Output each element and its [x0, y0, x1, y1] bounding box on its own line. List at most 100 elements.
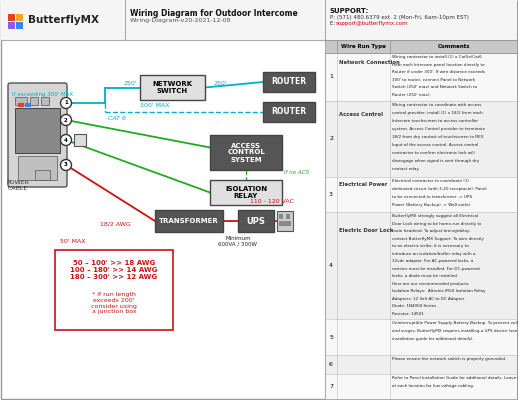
Text: 110 - 120 VAC: 110 - 120 VAC — [250, 199, 294, 204]
Text: 300' MAX: 300' MAX — [140, 103, 169, 108]
Text: 2: 2 — [329, 136, 333, 141]
Bar — [16, 14, 23, 21]
Text: contact ButterflyMX Support. To wire directly: contact ButterflyMX Support. To wire dir… — [392, 237, 484, 241]
Text: Wiring contractor to install (1) x Cat5e/Cat6: Wiring contractor to install (1) x Cat5e… — [392, 55, 482, 59]
Text: disengage when signal is sent through dry: disengage when signal is sent through dr… — [392, 159, 479, 163]
Text: to an electric strike, it is necessary to: to an electric strike, it is necessary t… — [392, 244, 469, 248]
Text: main headend. To adjust timing/delay,: main headend. To adjust timing/delay, — [392, 229, 471, 233]
Text: 7: 7 — [329, 384, 333, 389]
Bar — [277, 211, 293, 231]
Bar — [41, 97, 49, 105]
Circle shape — [61, 160, 71, 170]
Bar — [325, 355, 517, 374]
Text: Switch (250' max) and Network Switch to: Switch (250' max) and Network Switch to — [392, 86, 477, 90]
Text: Router (250' max).: Router (250' max). — [392, 93, 431, 97]
Text: Comments: Comments — [437, 44, 470, 49]
Text: POWER
CABLE: POWER CABLE — [7, 180, 30, 191]
Bar — [18, 156, 57, 180]
Bar — [15, 97, 27, 105]
Circle shape — [61, 98, 71, 108]
Circle shape — [61, 114, 71, 126]
Text: introduce an isolation/buffer relay with a: introduce an isolation/buffer relay with… — [392, 252, 476, 256]
Bar — [25, 103, 31, 107]
Text: locks, a diode must be installed.: locks, a diode must be installed. — [392, 274, 458, 278]
Text: P: (571) 480.6379 ext. 2 (Mon-Fri, 6am-10pm EST): P: (571) 480.6379 ext. 2 (Mon-Fri, 6am-1… — [330, 15, 469, 20]
Text: Here are our recommended products:: Here are our recommended products: — [392, 282, 469, 286]
Text: ButterflyMX strongly suggest all Electrical: ButterflyMX strongly suggest all Electri… — [392, 214, 478, 218]
Text: Wiring contractor to coordinate with access: Wiring contractor to coordinate with acc… — [392, 103, 481, 107]
Text: Refer to Panel Installation Guide for additional details. Leave 6' service loop: Refer to Panel Installation Guide for ad… — [392, 376, 518, 380]
Bar — [325, 101, 517, 177]
Text: from each Intercom panel location directly to: from each Intercom panel location direct… — [392, 63, 485, 67]
Bar — [8, 22, 15, 29]
Text: Wire Run Type: Wire Run Type — [341, 44, 386, 49]
Bar — [263, 72, 315, 92]
Text: 300' to router, connect Panel to Network: 300' to router, connect Panel to Network — [392, 78, 475, 82]
Text: Minimum: Minimum — [225, 236, 251, 241]
Bar — [238, 210, 274, 232]
Text: ROUTER: ROUTER — [271, 78, 307, 86]
Bar — [279, 221, 291, 226]
Bar — [140, 75, 205, 100]
Text: Resistor: 14501: Resistor: 14501 — [392, 312, 424, 316]
Bar — [325, 40, 517, 399]
Bar — [210, 180, 282, 205]
Text: and surges, ButterflyMX requires installing a UPS device (see panel: and surges, ButterflyMX requires install… — [392, 330, 518, 334]
Text: Electrical contractor to coordinate (1): Electrical contractor to coordinate (1) — [392, 179, 469, 183]
Text: ButterflyMX: ButterflyMX — [28, 15, 99, 25]
Text: Power (Battery Backup) -> Wall outlet: Power (Battery Backup) -> Wall outlet — [392, 203, 470, 207]
Text: Wiring Diagram for Outdoor Intercome: Wiring Diagram for Outdoor Intercome — [130, 9, 298, 18]
Text: support@butterflymx.com: support@butterflymx.com — [336, 21, 409, 26]
Circle shape — [61, 134, 71, 146]
Text: ROUTER: ROUTER — [271, 108, 307, 116]
Bar — [263, 102, 315, 122]
Bar — [325, 320, 517, 355]
Text: Please ensure the network switch is properly grounded.: Please ensure the network switch is prop… — [392, 357, 506, 361]
Text: * If run length
exceeds 200'
consider using
a junction box: * If run length exceeds 200' consider us… — [91, 292, 137, 314]
Text: NETWORK
SWITCH: NETWORK SWITCH — [152, 81, 193, 94]
Text: TRANSFORMER: TRANSFORMER — [159, 218, 219, 224]
Text: 1: 1 — [329, 74, 333, 80]
Text: Diode: 1N4004 Series: Diode: 1N4004 Series — [392, 304, 436, 308]
Text: 600VA / 300W: 600VA / 300W — [219, 242, 257, 247]
Text: 250': 250' — [213, 81, 227, 86]
Bar — [325, 374, 517, 399]
Text: If exceeding 300' MAX: If exceeding 300' MAX — [12, 92, 73, 97]
Bar — [210, 135, 282, 170]
Text: 1: 1 — [64, 100, 68, 106]
Bar — [279, 214, 283, 219]
Text: Access Control: Access Control — [339, 112, 383, 117]
Text: 2: 2 — [64, 118, 68, 122]
Text: to be connected to transformer -> UPS: to be connected to transformer -> UPS — [392, 195, 472, 199]
Bar — [325, 40, 517, 53]
Text: Adapters: 12 Volt AC to DC Adapter: Adapters: 12 Volt AC to DC Adapter — [392, 297, 464, 301]
Text: If no ACS: If no ACS — [284, 170, 309, 175]
Bar — [15, 108, 60, 153]
Bar — [74, 134, 86, 146]
Text: 4: 4 — [64, 138, 68, 142]
Text: 18/2 from dry contact of touchscreen to REX: 18/2 from dry contact of touchscreen to … — [392, 135, 484, 139]
Text: dedicated circuit (with 3-20 receptacle). Panel: dedicated circuit (with 3-20 receptacle)… — [392, 187, 486, 191]
Bar — [16, 22, 23, 29]
Text: 18/2 AWG: 18/2 AWG — [100, 222, 131, 227]
Text: CAT 6: CAT 6 — [108, 116, 126, 121]
Text: ISOLATION
RELAY: ISOLATION RELAY — [225, 186, 267, 199]
Text: SUPPORT:: SUPPORT: — [330, 8, 369, 14]
Text: Electric Door Lock: Electric Door Lock — [339, 228, 393, 233]
Text: 50' MAX: 50' MAX — [60, 239, 85, 244]
Text: Uninterruptible Power Supply Battery Backup. To prevent voltage drops: Uninterruptible Power Supply Battery Bac… — [392, 322, 518, 326]
Text: UPS: UPS — [247, 216, 265, 226]
Text: 5: 5 — [329, 335, 333, 340]
FancyBboxPatch shape — [8, 83, 67, 187]
Text: 3: 3 — [329, 192, 333, 197]
Text: 50 – 100' >> 18 AWG
100 – 180' >> 14 AWG
180 – 300' >> 12 AWG: 50 – 100' >> 18 AWG 100 – 180' >> 14 AWG… — [70, 260, 157, 280]
Bar — [286, 214, 290, 219]
Bar — [8, 14, 15, 21]
Text: installation guide for additional details).: installation guide for additional detail… — [392, 338, 474, 342]
Text: Wiring-Diagram-v20-2021-12-08: Wiring-Diagram-v20-2021-12-08 — [130, 18, 232, 23]
Text: Door Lock wiring to be home-run directly to: Door Lock wiring to be home-run directly… — [392, 222, 482, 226]
Text: Isolation Relays:  Altronix IR5S Isolation Relay: Isolation Relays: Altronix IR5S Isolatio… — [392, 289, 485, 293]
Text: Router if under 300'. If wire distance exceeds: Router if under 300'. If wire distance e… — [392, 70, 485, 74]
Text: 4: 4 — [329, 263, 333, 268]
Bar — [325, 177, 517, 212]
